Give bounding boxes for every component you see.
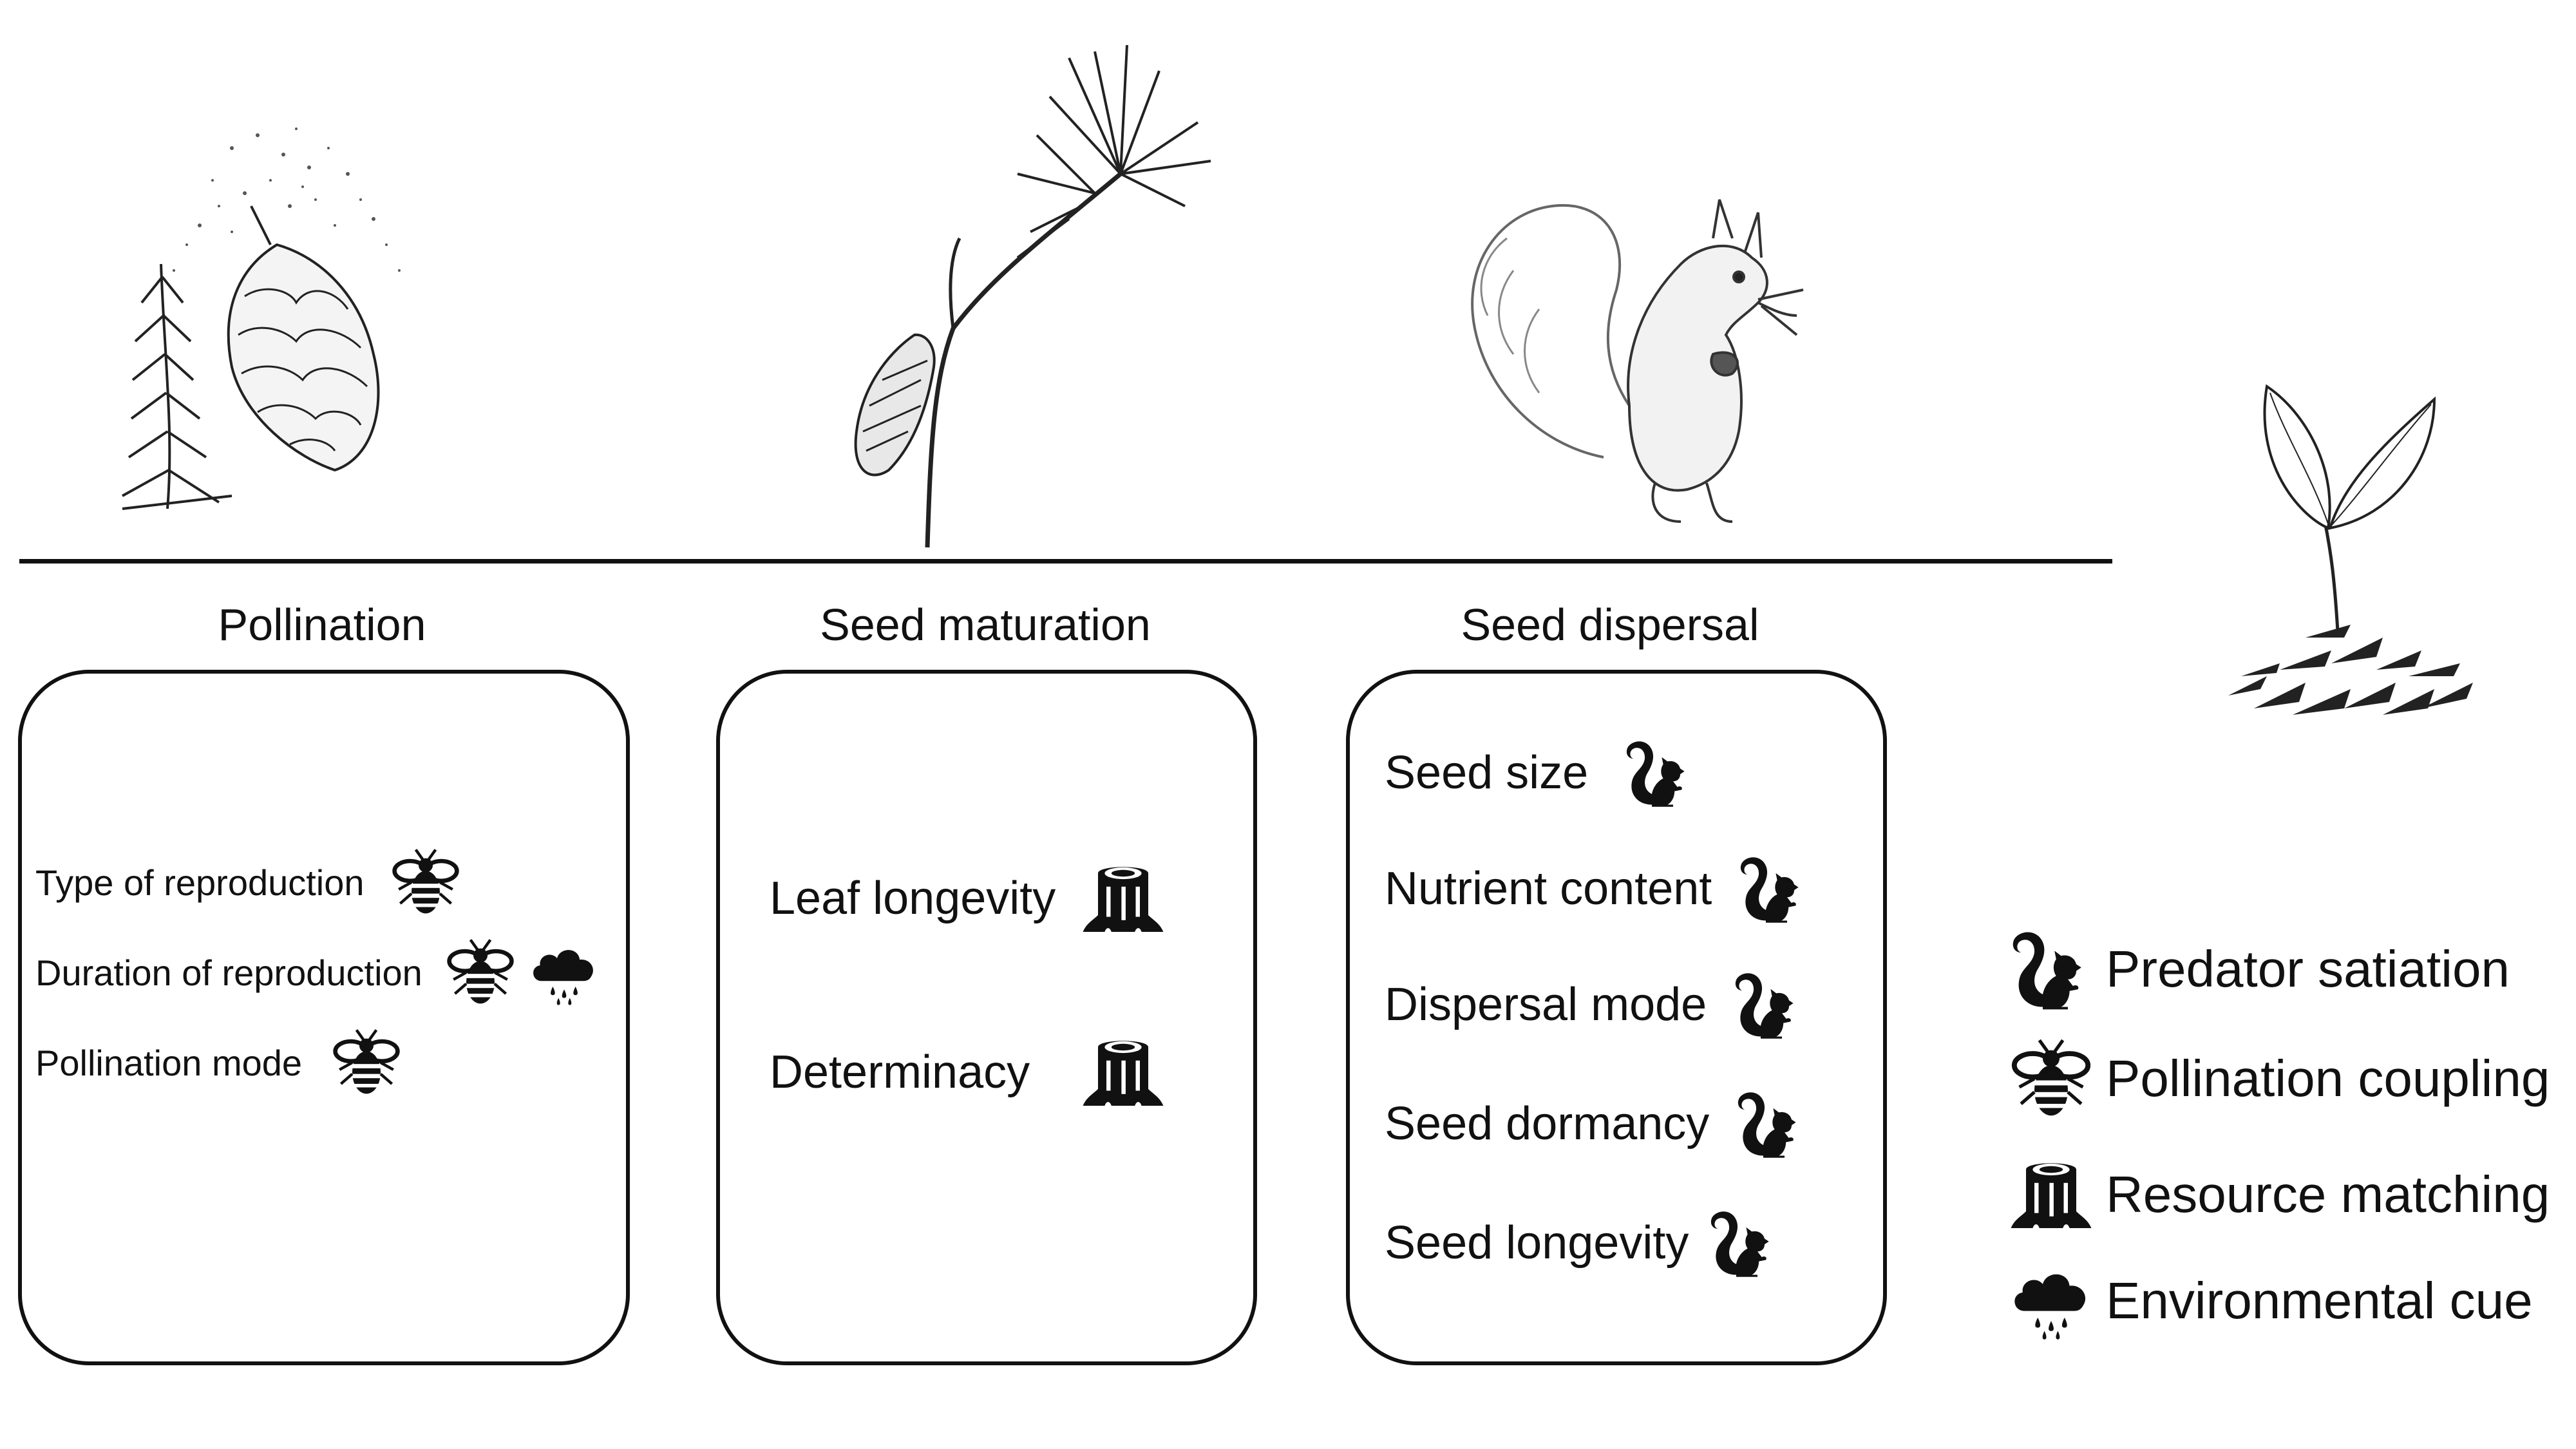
trait-label: Dispersal mode [1385,979,1707,1030]
legend-label: Environmental cue [2106,1272,2533,1329]
trait-label: Seed longevity [1385,1217,1689,1269]
trait-pollination-mode: Pollination mode [35,1027,402,1098]
trait-determinacy: Determinacy [770,1030,1165,1114]
legend-label: Resource matching [2106,1166,2550,1223]
bee-icon [2009,1037,2093,1121]
rain-cloud-icon [2009,1259,2093,1343]
trait-nutrient-content: Nutrient content [1385,853,1808,924]
stage-title-seed-dispersal: Seed dispersal [1461,600,1759,650]
tree-stump-icon [1081,1030,1165,1114]
trait-label: Nutrient content [1385,863,1712,914]
squirrel-illustration [1471,199,1804,523]
pollen-particles [173,128,401,272]
trait-label: Type of reproduction [35,862,365,903]
trait-label: Determinacy [770,1046,1030,1098]
trait-label: Pollination mode [35,1042,303,1083]
bee-icon [445,937,516,1008]
seed-maturation-box [716,670,1257,1365]
legend-item-predator-satiation: Predator satiation [2009,927,2510,1011]
squirrel-icon [1732,969,1803,1040]
squirrel-icon [2009,927,2093,1011]
pine-branch-illustration [854,45,1211,548]
trait-label: Duration of reproduction [35,952,422,993]
female-cone [227,205,380,472]
legend-item-environmental-cue: Environmental cue [2009,1259,2533,1343]
timeline-divider [19,559,2112,564]
trait-duration-of-reproduction: Duration of reproduction [35,937,600,1008]
legend-item-pollination-coupling: Pollination coupling [2009,1037,2550,1121]
tree-stump-icon [2009,1153,2093,1236]
stage-title-pollination: Pollination [218,600,426,650]
trait-label: Leaf longevity [770,873,1056,924]
seed-dispersal-box [1346,670,1887,1365]
legend-label: Pollination coupling [2106,1050,2550,1107]
stage-title-seed-maturation: Seed maturation [820,600,1151,650]
trait-leaf-longevity: Leaf longevity [770,857,1165,940]
soil-mound [2228,625,2473,715]
trait-type-of-reproduction: Type of reproduction [35,847,461,918]
squirrel-icon [1738,853,1808,924]
male-cone-branch [122,263,232,510]
squirrel-icon [1735,1088,1806,1159]
trait-seed-size: Seed size [1385,737,1694,808]
tree-stump-icon [1081,857,1165,940]
bee-icon [390,847,461,918]
squirrel-icon [1624,737,1694,808]
trait-dispersal-mode: Dispersal mode [1385,969,1803,1040]
rain-cloud-icon [529,937,600,1008]
trait-seed-dormancy: Seed dormancy [1385,1088,1806,1159]
trait-label: Seed dormancy [1385,1098,1710,1150]
trait-seed-longevity: Seed longevity [1385,1208,1779,1278]
bee-icon [331,1027,402,1098]
pollen-cones-illustration [122,128,401,510]
legend-item-resource-matching: Resource matching [2009,1153,2550,1236]
squirrel-icon [1708,1208,1779,1278]
trait-label: Seed size [1385,747,1589,799]
legend-label: Predator satiation [2106,940,2510,998]
pollination-box [18,670,630,1365]
seedling-illustration [2228,384,2473,715]
